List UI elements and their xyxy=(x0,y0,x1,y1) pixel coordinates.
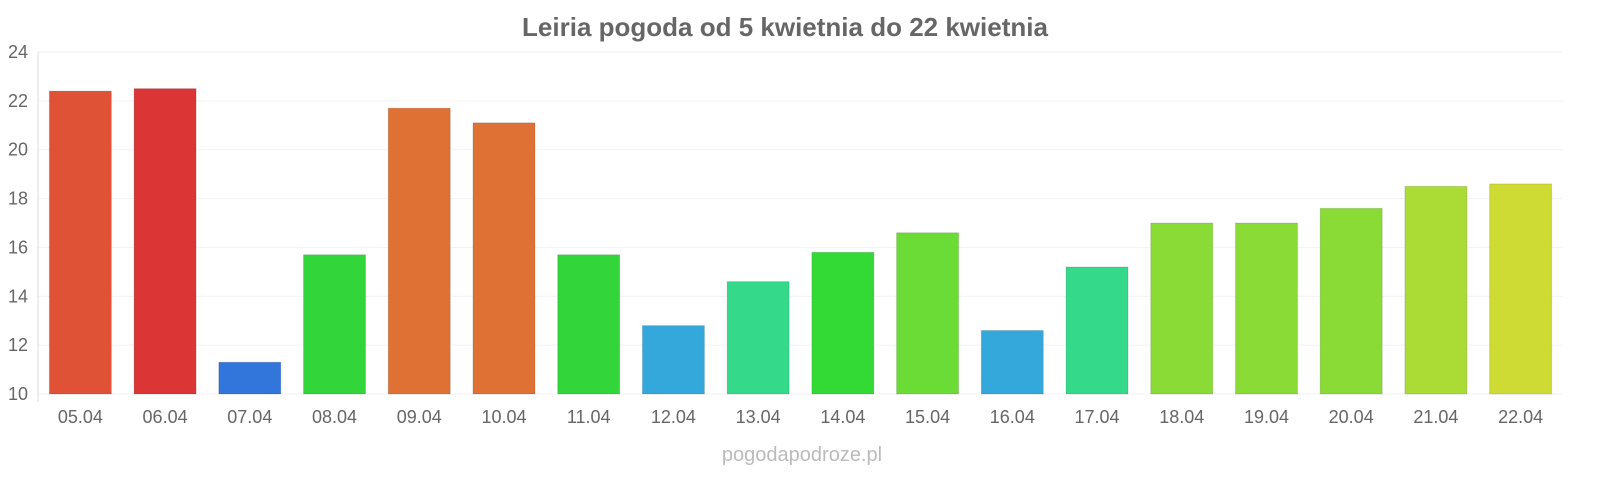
x-tick-label: 08.04 xyxy=(312,407,357,427)
x-tick-label: 11.04 xyxy=(567,407,611,427)
bar-17.04 xyxy=(1065,266,1129,395)
x-tick-label: 06.04 xyxy=(143,407,188,427)
y-tick-label: 10 xyxy=(8,384,28,404)
bar-08.04 xyxy=(303,254,367,395)
bar-06.04 xyxy=(133,88,197,395)
bar-21.04 xyxy=(1404,185,1468,395)
x-tick-label: 07.04 xyxy=(227,407,272,427)
watermark: pogodapodroze.pl xyxy=(722,444,882,466)
x-tick-label: 18.04 xyxy=(1159,407,1204,427)
x-tick-label: 22.04 xyxy=(1498,407,1543,427)
x-tick-label: 19.04 xyxy=(1244,407,1289,427)
bar-15.04 xyxy=(896,232,960,395)
x-tick-label: 17.04 xyxy=(1075,407,1120,427)
y-tick-label: 22 xyxy=(8,91,28,111)
x-tick-label: 09.04 xyxy=(397,407,442,427)
x-tick-label: 13.04 xyxy=(736,407,781,427)
x-tick-label: 20.04 xyxy=(1329,407,1374,427)
x-tick-label: 21.04 xyxy=(1413,407,1458,427)
x-tick-label: 05.04 xyxy=(58,407,103,427)
bar-09.04 xyxy=(387,107,451,395)
bar-16.04 xyxy=(980,329,1044,395)
y-tick-label: 12 xyxy=(8,335,28,355)
bar-10.04 xyxy=(472,122,536,395)
x-tick-label: 10.04 xyxy=(481,407,526,427)
y-tick-label: 20 xyxy=(8,140,28,160)
bar-18.04 xyxy=(1150,222,1214,395)
x-tick-label: 15.04 xyxy=(905,407,950,427)
y-tick-label: 18 xyxy=(8,189,28,209)
x-tick-label: 16.04 xyxy=(990,407,1035,427)
bar-14.04 xyxy=(811,251,875,395)
x-tick-label: 12.04 xyxy=(651,407,696,427)
bar-19.04 xyxy=(1234,222,1298,395)
bar-07.04 xyxy=(218,361,282,395)
x-tick-label: 14.04 xyxy=(820,407,865,427)
bar-12.04 xyxy=(641,325,705,395)
y-tick-label: 24 xyxy=(8,42,28,62)
bar-11.04 xyxy=(557,254,621,395)
y-tick-label: 16 xyxy=(8,237,28,257)
y-tick-label: 14 xyxy=(8,286,28,306)
bar-05.04 xyxy=(48,90,112,395)
bar-22.04 xyxy=(1489,183,1553,395)
chart-title: Leiria pogoda od 5 kwietnia do 22 kwietn… xyxy=(522,12,1048,42)
bar-13.04 xyxy=(726,281,790,395)
bar-20.04 xyxy=(1319,207,1383,395)
